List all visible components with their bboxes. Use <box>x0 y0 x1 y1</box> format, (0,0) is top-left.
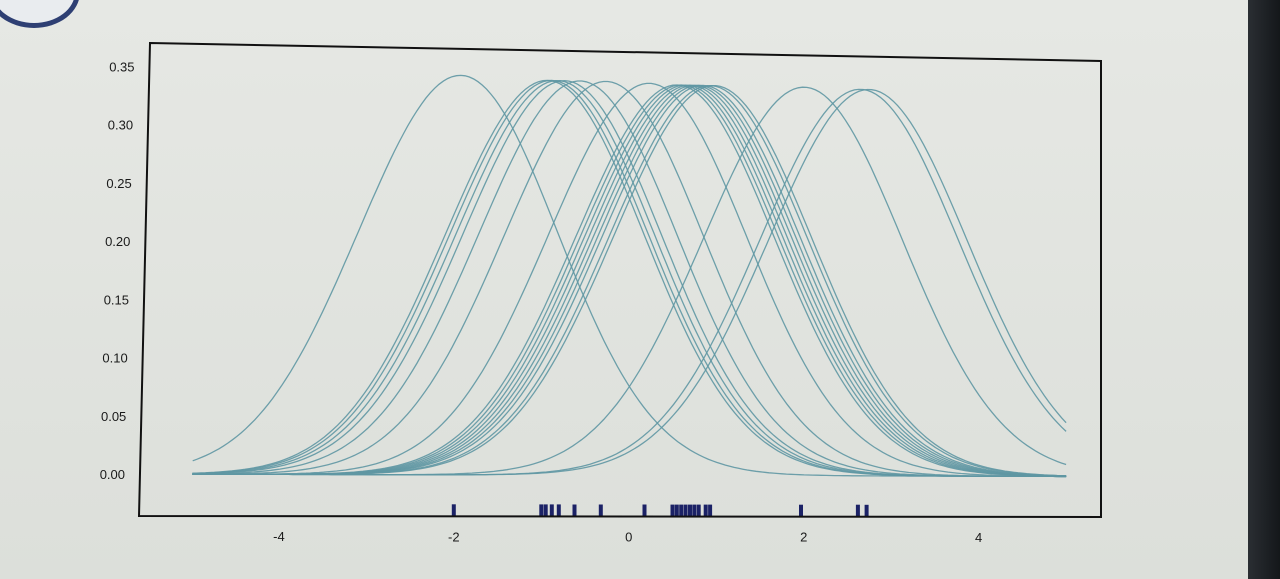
x-tick-labels: -4 -2 0 2 4 <box>273 529 982 545</box>
rug-mark-18 <box>855 504 860 517</box>
x-tick-label: 0 <box>625 530 632 545</box>
y-tick-label: 0.35 <box>109 59 134 74</box>
y-tick-label: 0.15 <box>104 292 129 307</box>
kde-curve-18 <box>192 88 1067 476</box>
axes-frame <box>137 41 1102 519</box>
rug-mark-8 <box>670 504 675 517</box>
x-tick-label: -2 <box>448 529 460 544</box>
y-tick-labels: 0.00 0.05 0.10 0.15 0.20 0.25 0.30 0.35 <box>100 59 135 482</box>
rug-mark-12 <box>688 504 692 517</box>
rug-mark-11 <box>683 504 688 517</box>
kde-curve-6 <box>192 80 1067 478</box>
kde-curves <box>192 74 1067 478</box>
kde-curve-13 <box>192 84 1067 477</box>
kde-curve-12 <box>192 84 1067 477</box>
y-tick-label: 0.00 <box>100 467 125 482</box>
x-tick-label: -4 <box>273 529 285 544</box>
y-tick-label: 0.20 <box>105 234 130 249</box>
y-tick-label: 0.30 <box>108 118 133 133</box>
kde-curve-9 <box>192 84 1067 477</box>
rug-mark-15 <box>703 504 708 517</box>
kde-curve-19 <box>192 88 1067 476</box>
kde-curve-16 <box>192 85 1067 477</box>
x-tick-label: 4 <box>975 530 982 545</box>
monitor-bezel <box>1248 0 1280 579</box>
rug-mark-14 <box>696 504 701 517</box>
rug-mark-1 <box>539 504 544 517</box>
rug-mark-17 <box>799 504 803 517</box>
rug-mark-3 <box>549 504 554 517</box>
rug-mark-6 <box>598 504 603 517</box>
rug-mark-19 <box>864 504 869 517</box>
y-tick-label: 0.10 <box>102 351 127 366</box>
kde-curve-10 <box>192 84 1067 477</box>
rug-mark-4 <box>556 504 561 517</box>
kde-curve-14 <box>192 84 1067 477</box>
kde-curve-15 <box>192 84 1067 477</box>
rug-mark-13 <box>692 504 697 517</box>
rug-mark-10 <box>679 504 684 517</box>
kde-chart: -4 -2 0 2 4 0.00 0.05 0.10 0.15 0.20 0.25 0.30 0.35 <box>100 41 1102 545</box>
rug-mark-9 <box>674 504 679 517</box>
rug-mark-7 <box>642 504 647 517</box>
rug-mark-2 <box>543 504 548 517</box>
kde-curve-7 <box>192 82 1067 478</box>
y-tick-label: 0.05 <box>101 409 126 424</box>
kde-curve-17 <box>192 86 1067 476</box>
y-tick-label: 0.25 <box>106 176 131 191</box>
rug-mark-0 <box>451 504 456 517</box>
kde-curve-8 <box>192 84 1067 477</box>
kde-curve-11 <box>192 84 1067 477</box>
slide-background <box>0 0 1248 579</box>
x-tick-label: 2 <box>800 530 807 545</box>
rug-marks <box>451 504 869 517</box>
rug-mark-16 <box>708 504 713 517</box>
rug-mark-5 <box>572 504 577 517</box>
kde-curve-0 <box>192 74 1067 478</box>
